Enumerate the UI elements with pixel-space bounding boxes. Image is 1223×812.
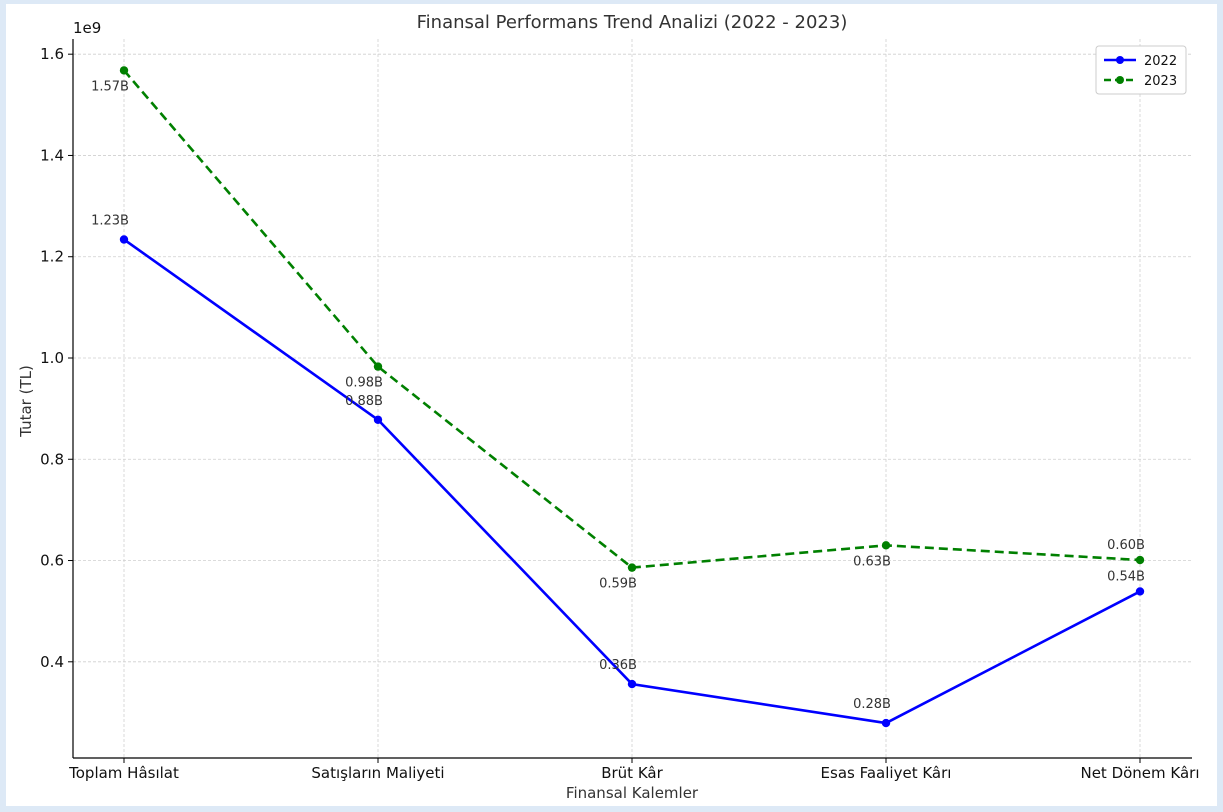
line-chart: Finansal Performans Trend Analizi (2022 … [17,12,1200,802]
y-tick-label: 1.4 [40,146,64,164]
data-point-2023 [119,66,129,75]
data-point-2023 [627,563,637,572]
data-label-2023: 0.59B [599,577,637,592]
y-axis-label: Tutar (TL) [17,365,35,438]
y-tick-label: 0.8 [40,450,64,468]
data-label-2023: 0.63B [853,554,891,569]
data-point-2022 [373,415,383,424]
data-point-2022 [119,235,129,244]
data-label-2023: 0.60B [1107,538,1145,553]
x-tick-label: Esas Faaliyet Kârı [821,764,952,782]
data-point-2022 [881,718,891,728]
legend: 2022 2023 [1095,45,1187,95]
chart-title: Finansal Performans Trend Analizi (2022 … [417,12,848,33]
data-point-2023 [373,362,383,371]
x-tick-label: Satışların Maliyeti [311,764,444,782]
y-offset-label: 1e9 [73,19,101,37]
data-label-2023: 0.98B [345,376,383,391]
y-tick-label: 1.0 [40,349,64,367]
y-tick-label: 0.4 [40,653,64,671]
data-label-2023: 1.57B [91,79,129,94]
data-point-2022 [627,679,637,689]
y-axis-ticks: 0.4 0.6 0.8 1.0 1.2 1.4 1.6 [40,45,73,671]
x-tick-label: Toplam Hâsılat [68,764,179,782]
legend-marker-2022 [1116,56,1124,64]
data-point-2023 [881,541,891,550]
data-point-2023 [1135,555,1145,565]
x-tick-label: Net Dönem Kârı [1080,764,1199,782]
data-label-2022: 0.28B [853,697,891,712]
data-point-2022 [1135,587,1145,596]
y-tick-label: 1.2 [40,248,64,266]
y-tick-label: 0.6 [40,552,64,570]
legend-label-2023: 2023 [1144,74,1177,89]
data-label-2022: 0.36B [599,658,637,673]
legend-label-2022: 2022 [1144,54,1177,69]
x-axis-label: Finansal Kalemler [566,784,699,802]
chart-frame: Finansal Performans Trend Analizi (2022 … [6,4,1217,806]
data-label-2022: 0.88B [345,394,383,409]
x-axis-ticks: Toplam Hâsılat Satışların Maliyeti Brüt Kâ… [68,758,1200,782]
legend-marker-2023 [1116,76,1124,84]
y-tick-label: 1.6 [40,45,64,63]
data-label-2022: 0.54B [1107,569,1145,584]
x-tick-label: Brüt Kâr [601,764,663,782]
data-label-2022: 1.23B [91,214,129,229]
series-group: 1.23B 0.88B 0.36B 0.28B 0.54B 1.57B 0.98B 0.59B… [91,66,1145,728]
grid-lines [73,39,1192,758]
